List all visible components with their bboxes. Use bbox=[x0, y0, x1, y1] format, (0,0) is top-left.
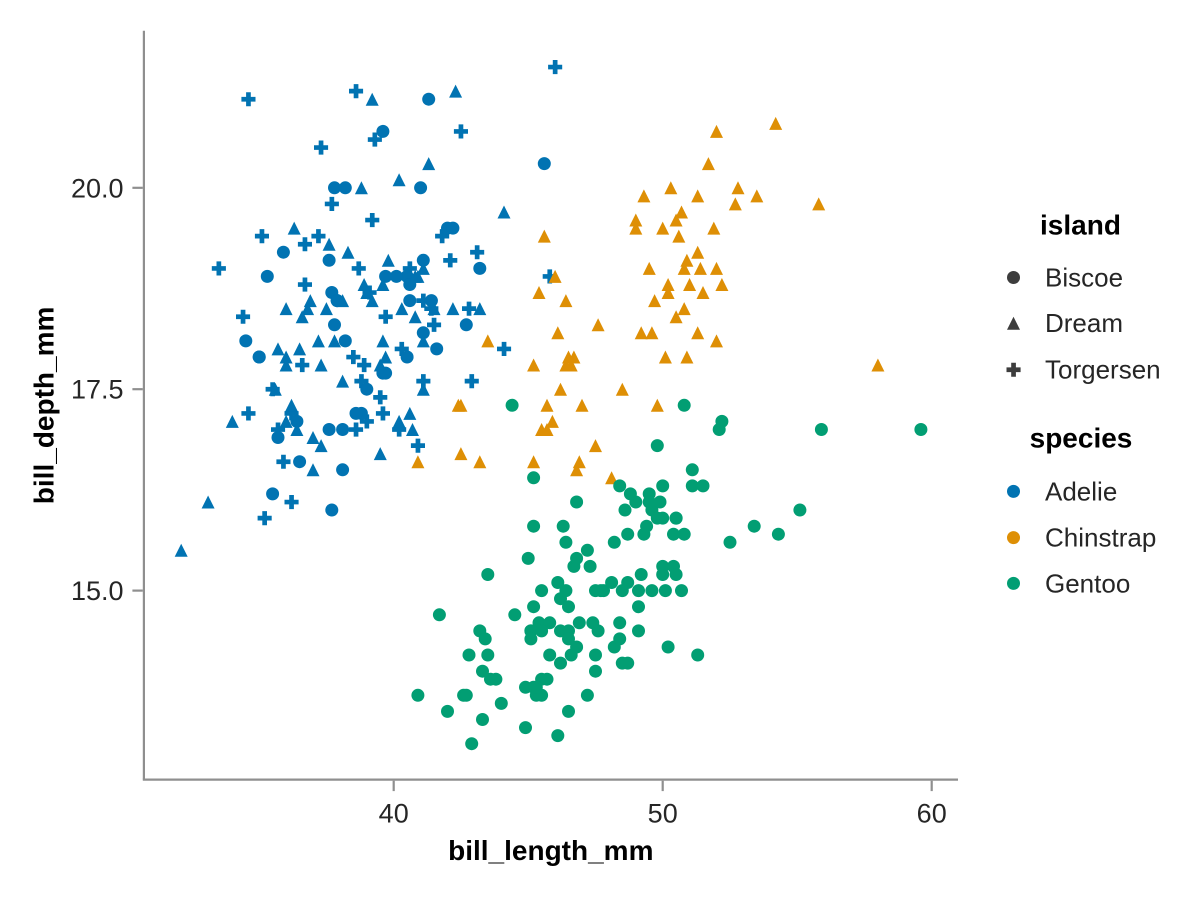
svg-text:Gentoo: Gentoo bbox=[1045, 568, 1130, 598]
svg-text:20.0: 20.0 bbox=[71, 173, 124, 203]
svg-text:bill_depth_mm: bill_depth_mm bbox=[29, 307, 60, 505]
svg-text:Chinstrap: Chinstrap bbox=[1045, 523, 1156, 553]
svg-text:50: 50 bbox=[648, 799, 678, 829]
svg-text:species: species bbox=[1030, 423, 1133, 454]
svg-text:40: 40 bbox=[379, 799, 409, 829]
svg-text:bill_length_mm: bill_length_mm bbox=[448, 835, 653, 866]
svg-text:17.5: 17.5 bbox=[71, 375, 124, 405]
svg-text:Dream: Dream bbox=[1045, 308, 1123, 338]
svg-text:Biscoe: Biscoe bbox=[1045, 263, 1123, 293]
svg-text:15.0: 15.0 bbox=[71, 576, 124, 606]
svg-text:60: 60 bbox=[917, 799, 947, 829]
svg-text:island: island bbox=[1040, 210, 1121, 241]
svg-text:Adelie: Adelie bbox=[1045, 476, 1117, 506]
svg-text:Torgersen: Torgersen bbox=[1045, 355, 1161, 385]
